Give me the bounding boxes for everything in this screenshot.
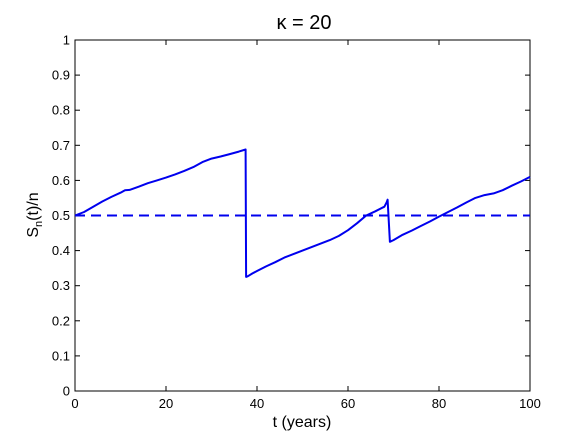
y-tick-label: 0.1 (52, 348, 70, 363)
y-tick-label: 0.6 (52, 173, 70, 188)
y-axis-label-main: S (25, 227, 42, 238)
chart-title: κ = 20 (276, 12, 331, 34)
y-tick-label: 0 (63, 384, 70, 399)
x-tick-label: 20 (159, 396, 173, 411)
y-axis-label: Sn(t)/n (25, 192, 45, 237)
x-tick-label: 80 (432, 396, 446, 411)
y-axis-label-subscript: n (33, 221, 45, 227)
y-tick-label: 0.8 (52, 103, 70, 118)
x-axis-label: t (years) (273, 414, 332, 431)
x-tick-label: 40 (250, 396, 264, 411)
series-line (74, 148, 531, 278)
y-tick-label: 0.7 (52, 138, 70, 153)
y-tick-label: 0.3 (52, 278, 70, 293)
y-tick-label: 1 (63, 33, 70, 48)
y-tick-label: 0.9 (52, 68, 70, 83)
series-layer (74, 148, 531, 278)
x-tick-label: 60 (341, 396, 355, 411)
y-axis-label-rest: (t)/n (25, 192, 42, 220)
y-tick-label: 0.4 (52, 243, 70, 258)
x-tick-label: 100 (519, 396, 541, 411)
y-tick-label: 0.5 (52, 208, 70, 223)
ticks-layer: 0 20 40 60 80 100 0 0.1 0.2 0.3 0.4 0.5 0.6 0.7 0.8 0.9… (52, 33, 541, 412)
x-tick-label: 0 (71, 396, 78, 411)
y-tick-label: 0.2 (52, 313, 70, 328)
